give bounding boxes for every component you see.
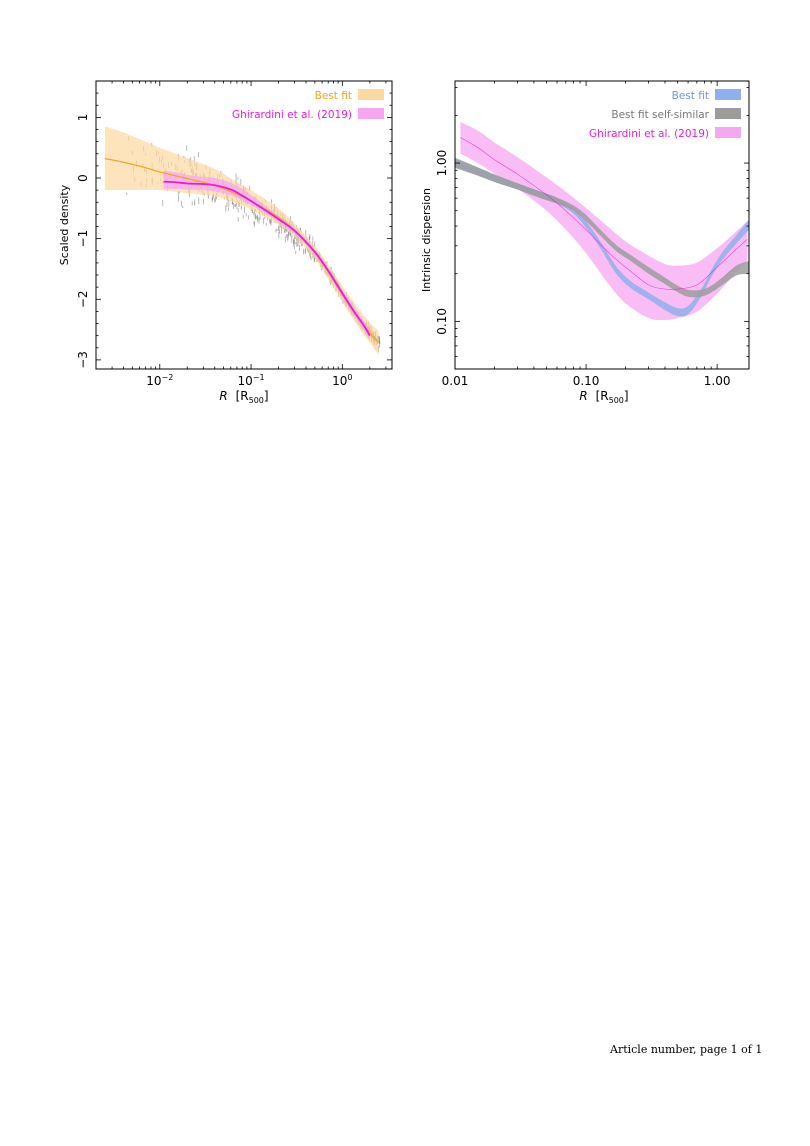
- x-tick-label: 100: [332, 373, 352, 388]
- x-tick-label: 10−2: [146, 373, 173, 388]
- legend: Best fit Ghirardini et al. (2019): [232, 89, 384, 121]
- ghirardini-line: [460, 137, 748, 290]
- best-fit-band: [104, 126, 379, 356]
- x-axis-label: R [R500]: [579, 389, 628, 405]
- y-tick-label: −1: [76, 230, 90, 248]
- y-tick-label: 0: [76, 174, 90, 182]
- ghirardini-line: [163, 180, 371, 337]
- y-axis-label: Intrinsic dispersion: [420, 188, 433, 292]
- x-tick-label: 1.00: [704, 374, 731, 388]
- y-tick-label: 1: [76, 114, 90, 122]
- dispersion-panel: 0.01 0.10 1.00 0.10 1.00 Intrinsic dispersio…: [420, 80, 750, 405]
- legend-swatch: [715, 89, 741, 100]
- plot-frame: [95, 80, 393, 370]
- ghirardini-band: [163, 170, 370, 341]
- best-fit-self-similar-band: [455, 157, 749, 298]
- legend-label: Best fit self-similar: [611, 109, 709, 121]
- y-tick-label: 0.10: [435, 308, 449, 335]
- legend-label: Best fit: [315, 90, 352, 102]
- y-tick-label: 1.00: [435, 150, 449, 177]
- plot-frame: [454, 80, 750, 370]
- legend-label: Ghirardini et al. (2019): [232, 109, 352, 121]
- legend-label: Best fit: [672, 90, 709, 102]
- y-tick-label: −3: [76, 351, 90, 369]
- x-tick-label: 0.10: [573, 374, 600, 388]
- legend-swatch: [358, 108, 384, 119]
- x-tick-label: 10−1: [238, 373, 265, 388]
- legend-swatch: [715, 108, 741, 119]
- legend-swatch: [358, 89, 384, 100]
- ghirardini-band: [460, 121, 748, 321]
- x-tick-label: 0.01: [442, 374, 469, 388]
- legend: Best fit Best fit self-similar Ghirardini …: [589, 89, 741, 140]
- page-footer: Article number, page 1 of 1: [610, 1043, 763, 1056]
- legend-label: Ghirardini et al. (2019): [589, 128, 709, 140]
- x-axis-label: R [R500]: [219, 389, 268, 405]
- y-tick-label: −2: [76, 290, 90, 308]
- legend-swatch: [715, 127, 741, 138]
- y-axis-label: Scaled density: [58, 184, 71, 265]
